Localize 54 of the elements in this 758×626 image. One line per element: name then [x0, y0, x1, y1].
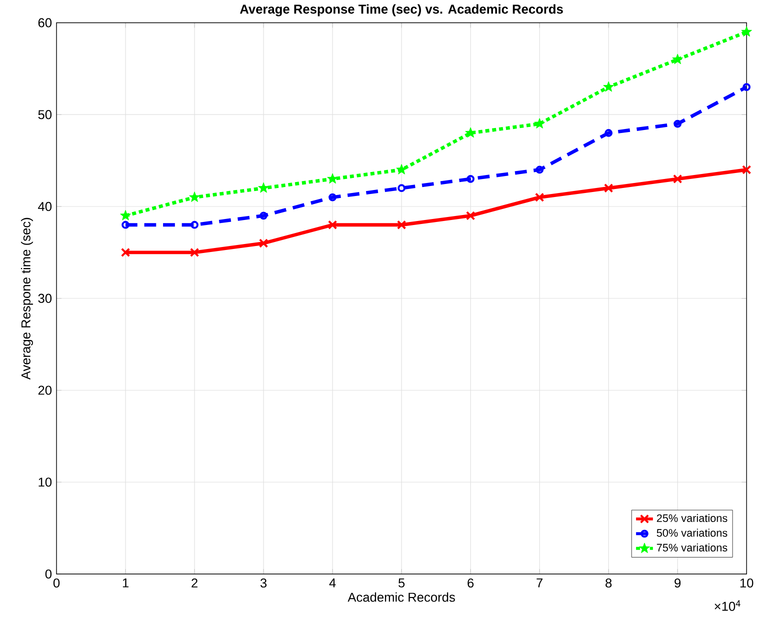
point: [396, 220, 406, 230]
y-tick-label: 50: [38, 110, 52, 120]
point: [260, 212, 268, 220]
point: [604, 184, 614, 193]
point: [603, 82, 614, 92]
legend-label: 50% variations: [656, 528, 728, 537]
point: [536, 166, 544, 174]
y-tick-label: 30: [38, 294, 52, 304]
point: [327, 173, 338, 184]
x-tick-label: 2: [192, 578, 198, 588]
point: [672, 54, 683, 64]
x-tick-label: 7: [536, 578, 542, 588]
point: [398, 184, 406, 192]
x-tick-label: 1: [122, 578, 128, 588]
point: [466, 211, 476, 221]
x-tick-label: 8: [606, 578, 612, 588]
point: [534, 118, 545, 129]
point: [258, 182, 269, 193]
point: [742, 165, 752, 175]
legend-label: 75% variations: [656, 544, 728, 552]
y-tick-label: 0: [45, 570, 52, 579]
x-tick-label: 0: [53, 578, 60, 588]
point: [534, 192, 544, 202]
x-tick-label: 6: [468, 578, 474, 588]
y-tick-label: 60: [38, 18, 52, 28]
x-axis-title: Academic Records: [348, 592, 455, 602]
x-tick-label: 3: [260, 578, 267, 588]
point: [189, 192, 200, 202]
point: [120, 210, 131, 221]
legend-label: 25% variations: [656, 514, 728, 522]
point: [328, 220, 338, 230]
point: [741, 26, 752, 37]
point: [674, 120, 682, 128]
point: [122, 221, 130, 230]
point: [120, 248, 130, 258]
point: [190, 221, 198, 230]
chart-title: Average Response Time (sec) vs. Academic Records: [240, 4, 563, 17]
x-tick-label: 4: [329, 578, 336, 588]
point: [465, 128, 476, 138]
y-tick-label: 20: [38, 386, 52, 395]
text: ×10$^{4}$: [714, 600, 740, 612]
point: [190, 248, 200, 258]
point: [328, 194, 336, 202]
point: [604, 129, 613, 138]
point: [742, 83, 751, 92]
x-tick-label: 9: [674, 578, 681, 588]
y-tick-label: 40: [38, 202, 52, 212]
point: [672, 174, 682, 184]
x-tick-label: 10: [740, 578, 754, 588]
point: [466, 175, 475, 184]
y-tick-label: 10: [38, 478, 52, 487]
y-axis-title: Average Respone time (sec): [20, 218, 33, 380]
x-tick-label: 5: [398, 578, 405, 588]
point: [258, 238, 268, 248]
